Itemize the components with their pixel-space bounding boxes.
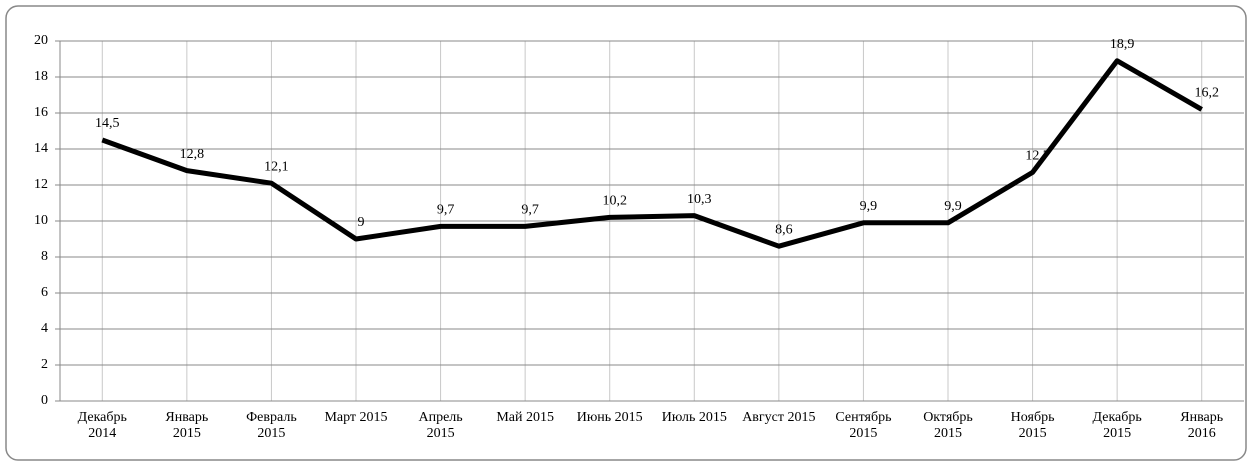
x-tick-label: Июнь 2015 <box>576 410 643 425</box>
x-tick-label: Октябрь 2015 <box>923 410 973 441</box>
y-tick-label: 12 <box>34 177 48 192</box>
data-label: 9,9 <box>860 199 878 214</box>
data-label: 14,5 <box>95 116 120 131</box>
data-label: 10,3 <box>687 192 712 207</box>
data-label: 10,2 <box>602 194 627 209</box>
y-tick-label: 4 <box>41 321 48 336</box>
x-tick-label: Январь 2016 <box>1180 410 1224 441</box>
data-label: 9,7 <box>521 203 539 218</box>
data-label: 12,7 <box>1025 149 1050 164</box>
data-label: 9,9 <box>944 199 962 214</box>
chart-border <box>5 5 1247 461</box>
data-label: 12,1 <box>264 159 289 174</box>
x-tick-label: Декабрь 2015 <box>1092 410 1142 441</box>
y-tick-label: 18 <box>34 69 48 84</box>
y-tick-label: 2 <box>41 357 48 372</box>
data-label: 12,8 <box>180 147 205 162</box>
data-label: 9 <box>358 215 365 230</box>
y-tick-label: 8 <box>41 249 48 264</box>
x-tick-label: Май 2015 <box>496 410 554 425</box>
x-tick-label: Август 2015 <box>742 410 816 425</box>
x-tick-label: Март 2015 <box>324 410 388 425</box>
y-tick-label: 16 <box>34 105 48 120</box>
y-tick-label: 6 <box>41 285 48 300</box>
x-tick-label: Февраль 2015 <box>246 410 297 441</box>
data-label: 9,7 <box>437 203 455 218</box>
data-label: 8,6 <box>775 222 793 237</box>
x-tick-label: Июль 2015 <box>661 410 727 425</box>
x-tick-label: Декабрь 2014 <box>77 410 127 441</box>
y-tick-label: 0 <box>41 393 48 408</box>
x-tick-label: Январь 2015 <box>165 410 209 441</box>
line <box>101 58 1203 249</box>
y-tick-label: 20 <box>34 33 48 48</box>
data-label: 18,9 <box>1110 37 1135 52</box>
x-tick-label: Ноябрь 2015 <box>1010 410 1055 441</box>
y-tick-label: 10 <box>34 213 48 228</box>
data-label: 16,2 <box>1194 86 1219 101</box>
x-tick-label: Апрель 2015 <box>418 410 463 441</box>
y-tick-label: 14 <box>34 141 48 156</box>
x-tick-label: Сентябрь 2015 <box>835 410 892 441</box>
